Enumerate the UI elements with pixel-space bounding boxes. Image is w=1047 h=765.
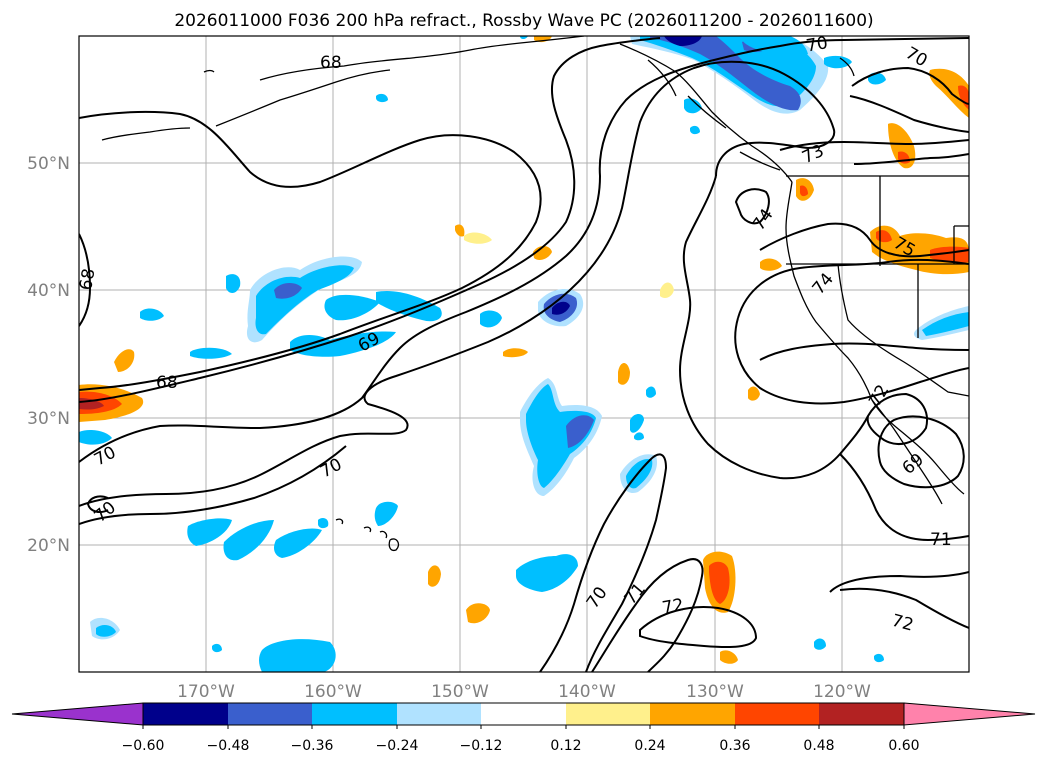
colorbar-segment (650, 703, 735, 725)
colorbar-segment (735, 703, 819, 725)
lon-tick-label: 160°W (304, 682, 362, 702)
contour-label: 72 (661, 595, 686, 618)
contour-label: 70 (805, 33, 830, 56)
colorbar-segment (819, 703, 904, 725)
colorbar-segment (481, 703, 566, 725)
colorbar-tick-label: −0.24 (376, 738, 419, 754)
colorbar-outline (142, 702, 905, 726)
colorbar-tick-label: −0.48 (207, 738, 250, 754)
colorbar-min-extension (11, 702, 144, 726)
colorbar-tick-label: −0.12 (460, 738, 503, 754)
colorbar-tick-label: 0.60 (888, 738, 919, 754)
lon-tick-label: 120°W (813, 682, 871, 702)
contour-lines (79, 37, 969, 672)
latitude-axis: 50°N 40°N 30°N 20°N (27, 154, 70, 556)
colorbar-ticks (142, 725, 905, 729)
lon-tick-label: 130°W (686, 682, 744, 702)
lon-tick-label: 140°W (558, 682, 616, 702)
contour-label: 68 (320, 53, 342, 73)
longitude-axis: 170°W 160°W 150°W 140°W 130°W 120°W (177, 682, 871, 702)
negative-anomaly-shading (79, 36, 969, 672)
contour-label: 68 (156, 373, 178, 393)
map-title: 2026011000 F036 200 hPa refract., Rossby… (174, 11, 873, 31)
colorbar-segment (397, 703, 481, 725)
colorbar-tick-label: −0.60 (122, 738, 165, 754)
contour-label: 71 (930, 530, 952, 550)
colorbar-tick-label: 0.12 (550, 738, 581, 754)
contour-label: 68 (76, 267, 99, 292)
colorbar-tick-label: 0.48 (803, 738, 834, 754)
map-frame (78, 35, 970, 673)
colorbar-tick-label: −0.36 (291, 738, 334, 754)
lat-tick-label: 30°N (27, 409, 70, 429)
colorbar-segment (312, 703, 397, 725)
colorbar: −0.60 −0.48 −0.36 −0.24 −0.12 0.12 0.24 … (11, 702, 1036, 754)
lat-tick-label: 40°N (27, 281, 70, 301)
colorbar-tick-label: 0.36 (719, 738, 750, 754)
lat-tick-label: 50°N (27, 154, 70, 174)
lon-tick-label: 170°W (177, 682, 235, 702)
colorbar-tick-label: 0.24 (634, 738, 665, 754)
lon-tick-label: 150°W (431, 682, 489, 702)
colorbar-segment (228, 703, 312, 725)
lat-tick-label: 20°N (27, 536, 70, 556)
colorbar-segment (566, 703, 650, 725)
colorbar-max-extension (903, 702, 1036, 726)
colorbar-segment (143, 703, 228, 725)
